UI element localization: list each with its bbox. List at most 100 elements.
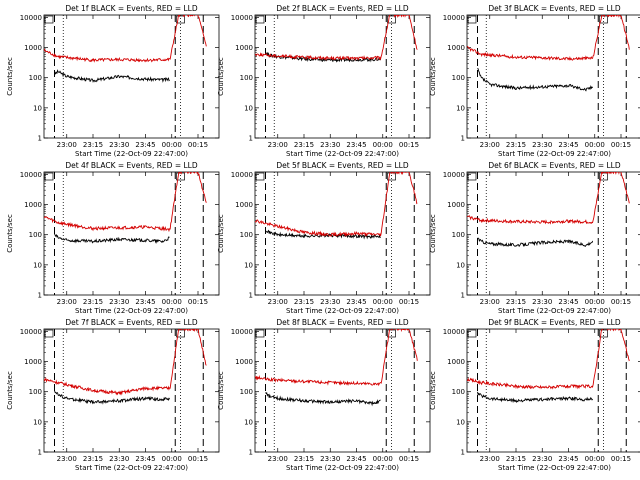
x-tick-label: 00:00 xyxy=(162,141,182,149)
series-events xyxy=(477,391,593,404)
x-tick-label: 23:45 xyxy=(346,455,366,463)
x-tick-label: 00:15 xyxy=(611,141,631,149)
panel-2: Det 2f BLACK = Events, RED = LLD 1 10 100 10… xyxy=(217,4,431,158)
panel-5: Det 5f BLACK = Events, RED = LLD 1 10 100 10… xyxy=(217,161,431,315)
x-tick-label: 23:45 xyxy=(558,298,578,306)
x-axis-label: Start Time (22-Oct-09 22:47:00) xyxy=(75,307,188,315)
series-lld xyxy=(255,329,418,387)
x-tick-label: 00:00 xyxy=(585,298,605,306)
marker-box xyxy=(44,172,54,181)
series-events xyxy=(54,390,171,405)
plot-frame xyxy=(43,14,220,139)
x-tick-label: 23:45 xyxy=(135,141,155,149)
x-axis-label: Start Time (22-Oct-09 22:47:00) xyxy=(286,464,399,472)
y-tick-label: 100 xyxy=(240,388,253,396)
x-tick-label: 23:15 xyxy=(294,455,314,463)
x-axis-label: Start Time (22-Oct-09 22:47:00) xyxy=(498,150,611,158)
y-tick-label: 1000 xyxy=(447,44,465,52)
series-events xyxy=(54,69,170,83)
x-tick-label: 00:15 xyxy=(611,455,631,463)
x-tick-label: 23:00 xyxy=(268,298,288,306)
y-tick-label: 1 xyxy=(461,292,465,300)
x-tick-label: 23:30 xyxy=(532,298,552,306)
x-tick-label: 23:30 xyxy=(532,141,552,149)
y-tick-label: 10000 xyxy=(231,14,253,22)
y-tick-label: 1000 xyxy=(235,201,253,209)
plot-frame xyxy=(254,171,431,296)
x-tick-label: 00:15 xyxy=(188,298,208,306)
series-lld xyxy=(467,329,630,390)
y-axis-label: Counts/sec xyxy=(217,57,225,96)
x-tick-label: 23:30 xyxy=(109,298,129,306)
marker-box xyxy=(255,172,265,181)
x-axis-label: Start Time (22-Oct-09 22:47:00) xyxy=(75,464,188,472)
x-tick-label: 23:45 xyxy=(135,298,155,306)
y-tick-label: 10 xyxy=(456,418,465,426)
x-axis-label: Start Time (22-Oct-09 22:47:00) xyxy=(498,307,611,315)
x-tick-label: 23:00 xyxy=(268,141,288,149)
y-tick-label: 1 xyxy=(249,449,253,457)
y-tick-label: 1 xyxy=(249,135,253,143)
y-tick-label: 1000 xyxy=(447,201,465,209)
x-tick-label: 23:00 xyxy=(480,298,500,306)
y-tick-label: 1 xyxy=(38,292,42,300)
y-axis-label: Counts/sec xyxy=(429,371,437,410)
y-tick-label: 1 xyxy=(461,135,465,143)
plot-frame xyxy=(43,171,220,296)
plot-frame xyxy=(466,328,640,453)
marker-box xyxy=(599,172,608,181)
y-axis-label: Counts/sec xyxy=(217,371,225,410)
panel-title: Det 3f BLACK = Events, RED = LLD xyxy=(488,4,621,13)
series-lld xyxy=(255,15,418,61)
x-tick-label: 23:15 xyxy=(83,141,103,149)
panel-title: Det 1f BLACK = Events, RED = LLD xyxy=(65,4,198,13)
x-tick-label: 23:45 xyxy=(558,141,578,149)
x-tick-label: 23:15 xyxy=(294,298,314,306)
y-tick-label: 10 xyxy=(244,261,253,269)
x-tick-label: 23:15 xyxy=(506,298,526,306)
x-tick-label: 00:15 xyxy=(611,298,631,306)
marker-box xyxy=(387,15,396,24)
y-tick-label: 100 xyxy=(29,388,42,396)
x-tick-label: 23:00 xyxy=(268,455,288,463)
x-tick-label: 00:00 xyxy=(162,455,182,463)
panel-7: Det 7f BLACK = Events, RED = LLD 1 10 100 10… xyxy=(6,318,220,472)
x-tick-label: 23:00 xyxy=(57,298,77,306)
y-tick-label: 10 xyxy=(244,418,253,426)
panel-9: Det 9f BLACK = Events, RED = LLD 1 10 100 10… xyxy=(429,318,640,472)
x-tick-label: 00:15 xyxy=(188,141,208,149)
y-axis-label: Counts/sec xyxy=(429,214,437,253)
x-tick-label: 23:45 xyxy=(346,141,366,149)
x-tick-label: 00:00 xyxy=(373,141,393,149)
x-tick-label: 23:00 xyxy=(480,141,500,149)
x-tick-label: 23:15 xyxy=(83,455,103,463)
series-lld xyxy=(255,172,418,238)
x-tick-label: 23:30 xyxy=(109,455,129,463)
marker-box xyxy=(467,172,477,181)
y-tick-label: 1 xyxy=(38,135,42,143)
y-tick-label: 10000 xyxy=(443,171,465,179)
y-tick-label: 100 xyxy=(240,74,253,82)
series-lld xyxy=(44,15,207,63)
panel-title: Det 5f BLACK = Events, RED = LLD xyxy=(276,161,409,170)
x-tick-label: 00:00 xyxy=(373,455,393,463)
y-tick-label: 10000 xyxy=(20,171,42,179)
x-axis-label: Start Time (22-Oct-09 22:47:00) xyxy=(286,150,399,158)
x-tick-label: 23:15 xyxy=(506,455,526,463)
y-tick-label: 10000 xyxy=(20,328,42,336)
x-tick-label: 23:15 xyxy=(294,141,314,149)
series-lld xyxy=(44,329,207,396)
y-axis-label: Counts/sec xyxy=(6,371,14,410)
y-tick-label: 1000 xyxy=(24,44,42,52)
y-tick-label: 10 xyxy=(33,418,42,426)
x-tick-label: 23:45 xyxy=(135,455,155,463)
panel-4: Det 4f BLACK = Events, RED = LLD 1 10 100 10… xyxy=(6,161,220,315)
x-tick-label: 00:15 xyxy=(399,455,419,463)
x-tick-label: 00:15 xyxy=(399,141,419,149)
y-tick-label: 100 xyxy=(452,231,465,239)
x-tick-label: 23:30 xyxy=(532,455,552,463)
marker-box xyxy=(467,15,477,24)
panel-title: Det 6f BLACK = Events, RED = LLD xyxy=(488,161,621,170)
y-tick-label: 10000 xyxy=(20,14,42,22)
